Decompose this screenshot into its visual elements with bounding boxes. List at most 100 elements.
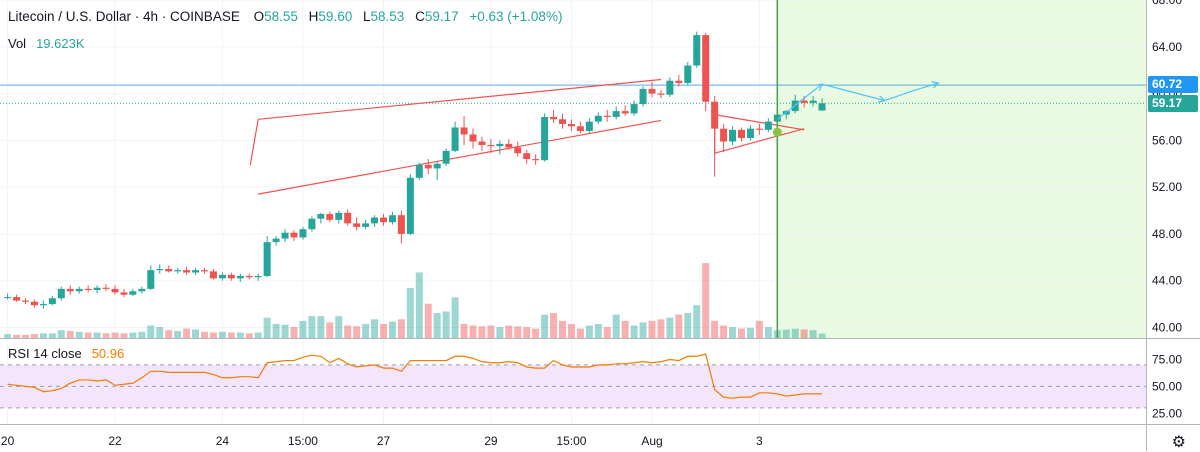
candle — [371, 215, 379, 227]
candle — [567, 119, 575, 131]
price-tick-label: 44.00 — [1152, 274, 1182, 288]
volume-bar — [550, 313, 558, 338]
volume-bar — [720, 325, 728, 338]
high-label: H — [308, 9, 319, 24]
candle — [290, 230, 298, 241]
candle-body — [738, 129, 745, 139]
volume-bar — [639, 322, 647, 338]
candle-body — [344, 212, 352, 224]
time-tick-label: 22 — [108, 434, 122, 448]
candle — [138, 286, 146, 294]
volume-bar — [800, 329, 808, 338]
volume-bar — [433, 313, 441, 338]
volume-bar — [13, 334, 21, 338]
candle — [406, 174, 414, 236]
candle-body — [218, 274, 226, 279]
volume-bar — [388, 321, 396, 338]
candle-body — [720, 128, 728, 142]
volume-bar — [738, 328, 745, 338]
volume-bar — [335, 316, 343, 338]
candle-body — [4, 297, 12, 299]
volume-bar — [147, 325, 155, 338]
candle-body — [290, 232, 298, 238]
volume-bar — [532, 328, 540, 338]
candle-body — [102, 287, 110, 289]
volume-bar — [156, 327, 164, 338]
volume-bar — [236, 332, 244, 338]
projection-arrowhead — [931, 81, 940, 89]
candle-body — [648, 88, 656, 94]
change-value: +0.63 (+1.08%) — [469, 9, 563, 24]
volume-bar — [57, 330, 65, 338]
volume-bar — [478, 326, 486, 338]
candle — [388, 211, 396, 225]
time-tick-label: 15:00 — [556, 434, 586, 448]
candle-body — [451, 127, 459, 151]
price-tag-upper: 60.72 — [1148, 76, 1198, 94]
volume-bar — [496, 327, 504, 338]
candle — [603, 109, 611, 122]
candle — [532, 154, 540, 165]
candle — [433, 161, 441, 181]
volume-bar — [648, 320, 656, 338]
volume-bar — [424, 303, 432, 338]
open-label: O — [253, 9, 265, 24]
volume-value: 19.623K — [36, 36, 85, 51]
candle-body — [147, 270, 155, 289]
candle — [442, 148, 450, 167]
candle — [460, 115, 468, 146]
candle — [281, 229, 289, 243]
volume-bar — [711, 320, 719, 338]
candle-body — [621, 111, 629, 114]
candle — [648, 81, 656, 98]
volume-bar — [755, 320, 763, 338]
candle — [147, 265, 155, 291]
candle-body — [433, 163, 441, 169]
candle — [639, 86, 647, 107]
volume-bar — [541, 314, 549, 338]
candle-body — [666, 80, 674, 95]
candle — [201, 267, 208, 274]
volume-bar — [263, 317, 271, 338]
candle — [120, 288, 128, 298]
candle — [362, 219, 370, 230]
candle — [550, 109, 558, 123]
candle-body — [183, 270, 191, 273]
price-tick-label: 68.00 — [1152, 0, 1182, 7]
candle-body — [66, 288, 74, 292]
volume-bar — [505, 325, 513, 338]
candle-body — [532, 159, 540, 161]
candle-body — [424, 164, 432, 169]
candle — [684, 61, 692, 86]
volume-bar — [469, 325, 477, 338]
candle — [594, 112, 602, 124]
candle-body — [755, 128, 763, 130]
candle-body — [30, 301, 38, 306]
candle-body — [818, 103, 826, 111]
candle-body — [505, 143, 513, 148]
candle-body — [442, 150, 450, 164]
candle-body — [75, 288, 83, 292]
volume-bar — [451, 297, 459, 338]
close-value: 59.17 — [424, 9, 459, 24]
candle-body — [263, 242, 271, 277]
volume-bar — [818, 333, 826, 338]
candle — [192, 267, 200, 275]
candle-body — [380, 217, 387, 223]
candle — [317, 212, 325, 224]
volume-bar — [165, 330, 173, 338]
candle — [469, 128, 477, 149]
volume-bar — [344, 325, 352, 338]
candle — [102, 284, 110, 292]
rsi-value: 50.96 — [91, 346, 125, 361]
time-tick-label: 29 — [484, 434, 498, 448]
volume-bar — [272, 323, 280, 338]
candle — [621, 105, 629, 116]
candle-body — [541, 116, 549, 161]
candle — [451, 121, 459, 153]
gear-icon[interactable]: ⚙ — [1171, 434, 1186, 451]
high-value: 59.60 — [318, 9, 353, 24]
volume-bar — [559, 320, 566, 338]
candle — [738, 127, 745, 142]
